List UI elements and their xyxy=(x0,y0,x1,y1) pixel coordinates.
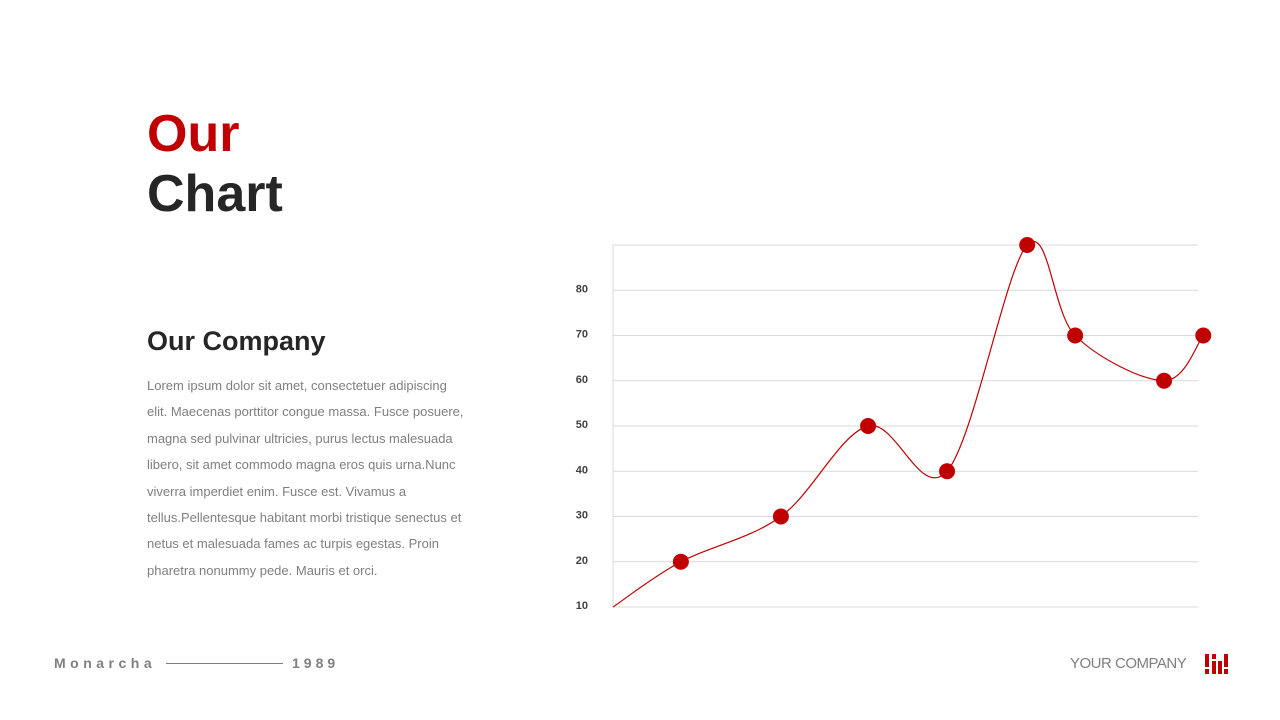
data-point xyxy=(1019,237,1036,253)
footer-year: 1989 xyxy=(292,655,340,671)
title-line-2: Chart xyxy=(147,165,283,223)
y-tick-label: 50 xyxy=(576,419,588,431)
data-point xyxy=(860,418,877,434)
data-point xyxy=(672,553,689,570)
section-heading: Our Company xyxy=(147,326,326,356)
series-line xyxy=(612,241,1204,608)
data-point xyxy=(1067,327,1084,344)
section-body: Lorem ipsum dolor sit amet, consectetuer… xyxy=(147,378,464,578)
data-point xyxy=(1156,372,1173,389)
y-tick-label: 70 xyxy=(576,329,588,341)
title-line-1: Our xyxy=(147,105,240,163)
company-logo-icon xyxy=(1205,654,1228,674)
data-point xyxy=(772,508,789,525)
y-tick-label: 80 xyxy=(576,283,588,295)
y-tick-label: 20 xyxy=(576,555,588,567)
y-tick-label: 60 xyxy=(576,374,588,386)
data-point xyxy=(939,463,956,480)
footer-divider xyxy=(166,663,283,664)
footer-brand: Monarcha xyxy=(54,655,157,671)
footer-company: YOUR COMPANY xyxy=(1070,655,1187,672)
y-tick-label: 30 xyxy=(576,510,588,522)
y-tick-label: 40 xyxy=(576,464,588,476)
y-tick-label: 10 xyxy=(576,600,588,612)
data-point xyxy=(1195,327,1212,344)
